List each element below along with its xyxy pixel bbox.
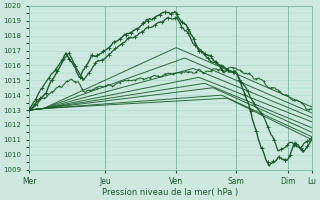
X-axis label: Pression niveau de la mer( hPa ): Pression niveau de la mer( hPa ): [102, 188, 239, 197]
